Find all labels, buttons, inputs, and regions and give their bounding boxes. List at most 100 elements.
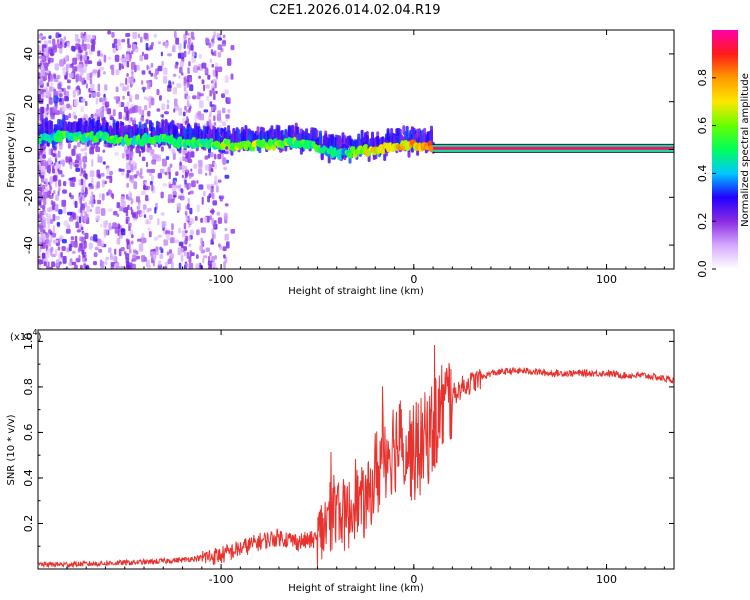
snr-panel: -100 0 100 0.2 0.4 0.6 0.8 1.0 (x104) Height of… — [6, 328, 675, 594]
noise-cell — [180, 254, 184, 262]
noise-cell — [211, 261, 217, 269]
noise-cell — [218, 243, 221, 248]
noise-cell — [214, 255, 217, 260]
noise-cell — [210, 123, 213, 129]
y-tick-label: 1.0 — [22, 333, 35, 351]
noise-cell — [188, 262, 194, 269]
noise-cell — [184, 172, 188, 179]
noise-cell — [90, 236, 94, 241]
noise-cell — [68, 262, 72, 266]
noise-cell — [56, 259, 60, 267]
noise-cell — [178, 43, 182, 50]
noise-cell — [190, 44, 194, 51]
noise-cell — [85, 43, 91, 49]
noise-cell — [213, 50, 217, 57]
noise-cell — [126, 182, 129, 188]
noise-cell — [183, 36, 186, 41]
noise-cell — [99, 107, 103, 112]
noise-cell — [99, 97, 103, 103]
noise-cell — [88, 242, 92, 250]
noise-cell — [163, 67, 168, 75]
noise-cell — [131, 71, 134, 75]
noise-cell — [38, 55, 43, 59]
noise-cell — [102, 149, 106, 153]
noise-cell — [104, 259, 108, 265]
noise-cell — [187, 67, 190, 74]
noise-cell — [89, 184, 94, 190]
spectrogram-xlabel: Height of straight line (km) — [288, 286, 424, 297]
noise-cell — [99, 66, 105, 71]
noise-cell — [74, 164, 79, 168]
noise-cell — [48, 148, 51, 155]
noise-cell — [203, 109, 209, 113]
noise-cell — [183, 80, 186, 87]
noise-cell — [194, 114, 197, 122]
noise-cell — [55, 239, 59, 243]
noise-cell — [66, 71, 69, 77]
noise-cell — [186, 251, 190, 259]
noise-cell — [73, 240, 78, 248]
noise-cell — [94, 113, 97, 117]
noise-cell — [93, 261, 97, 266]
noise-cell — [38, 163, 41, 171]
noise-cell — [188, 243, 192, 247]
noise-cell — [128, 160, 132, 166]
noise-cell — [114, 226, 119, 234]
noise-cell — [194, 216, 198, 221]
noise-cell — [212, 90, 216, 95]
noise-cell — [84, 35, 87, 42]
noise-cell — [174, 105, 180, 111]
noise-cell — [83, 162, 86, 170]
noise-cell — [49, 266, 54, 269]
noise-cell — [209, 113, 212, 117]
noise-cell — [89, 195, 94, 202]
noise-cell — [84, 211, 87, 217]
noise-cell — [95, 216, 98, 222]
noise-cell — [65, 228, 71, 234]
noise-cell — [205, 172, 208, 176]
noise-cell — [52, 44, 57, 53]
noise-cell — [104, 101, 110, 108]
noise-cell — [230, 228, 236, 234]
noise-cell — [212, 78, 216, 84]
noise-cell — [145, 194, 149, 202]
noise-cell — [211, 228, 214, 235]
noise-cell — [125, 238, 129, 243]
noise-cell — [93, 234, 98, 242]
noise-cell — [209, 266, 212, 269]
noise-cell — [189, 229, 194, 236]
noise-cell — [55, 153, 58, 160]
noise-cell — [58, 209, 63, 215]
noise-cell — [100, 110, 104, 119]
snr-multiplier: (x104) — [10, 328, 42, 343]
noise-cell — [184, 105, 187, 111]
noise-cell — [38, 251, 41, 257]
noise-cell — [45, 238, 50, 245]
noise-cell — [224, 89, 229, 95]
noise-cell — [69, 161, 73, 169]
noise-cell — [154, 207, 157, 214]
noise-cell — [54, 203, 59, 212]
noise-cell — [116, 213, 120, 218]
noise-cell — [49, 74, 54, 82]
noise-cell — [153, 236, 159, 241]
noise-cell — [208, 193, 212, 198]
snr-multiplier-base: (x10 — [10, 332, 33, 343]
noise-cell — [196, 180, 199, 184]
noise-cell — [178, 107, 183, 116]
noise-cell — [78, 208, 81, 214]
noise-cell — [111, 67, 115, 76]
noise-cell — [162, 158, 167, 167]
noise-cell — [38, 214, 41, 219]
noise-cell — [127, 204, 130, 210]
noise-cell — [63, 206, 67, 214]
noise-cell — [49, 177, 53, 185]
noise-cell — [212, 193, 215, 200]
noise-cell — [63, 36, 66, 41]
noise-cell — [68, 217, 74, 222]
noise-cell — [192, 95, 197, 100]
noise-cell — [80, 212, 83, 217]
noise-cell — [214, 220, 217, 224]
noise-cell — [226, 241, 230, 249]
noise-cell — [205, 247, 211, 252]
